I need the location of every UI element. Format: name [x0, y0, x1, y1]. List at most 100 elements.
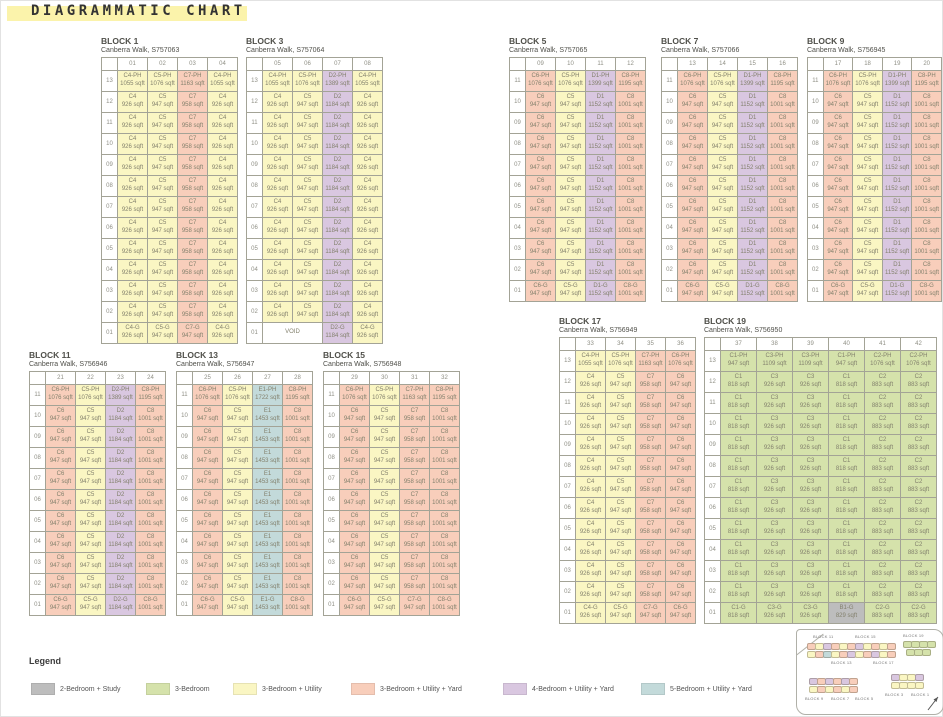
floor-number: 03 — [509, 237, 526, 260]
unit-cell: C7-G 947 sqft — [177, 321, 208, 344]
unit-size: 958 sqft — [639, 528, 662, 535]
floor-number: 09 — [509, 111, 526, 134]
unit-size: 958 sqft — [181, 227, 204, 234]
unit-cell: C8-G 1001 sqft — [911, 279, 942, 302]
unit-size: 926 sqft — [763, 507, 786, 514]
unit-size: 926 sqft — [121, 311, 144, 318]
unit-type: C5 — [303, 136, 312, 143]
corner-cell — [176, 370, 193, 385]
unit-cell: C3 926 sqft — [792, 538, 829, 561]
unit-size: 947 sqft — [609, 444, 632, 451]
unit-type: C4 — [218, 304, 227, 311]
unit-size: 947 sqft — [196, 562, 219, 569]
unit-cell: D2 1184 sqft — [105, 404, 136, 427]
unit-type: C7 — [188, 199, 197, 206]
unit-type: C4 — [273, 199, 282, 206]
unit-type: C4 — [363, 283, 372, 290]
unit-cell: C5 947 sqft — [555, 153, 586, 176]
unit-type: D1 — [748, 157, 757, 164]
unit-cell: C1 818 sqft — [828, 475, 865, 498]
unit-cell: C5-PH 1076 sqft — [369, 383, 400, 406]
unit-type: C8-G — [290, 597, 305, 604]
unit-size: 926 sqft — [266, 185, 289, 192]
path-element — [933, 697, 938, 702]
unit-type: D1 — [748, 94, 757, 101]
unit-size: 947 sqft — [79, 520, 102, 527]
unit-cell: C5 947 sqft — [605, 454, 636, 477]
unit-size: 947 sqft — [49, 520, 72, 527]
unit-type: C1 — [734, 584, 743, 591]
unit-cell: C4-PH 1055 sqft — [262, 69, 293, 92]
floor-row: 05 C6 947 sqft C5 947 sqft D1 1152 sqft C8 1001 … — [661, 195, 798, 218]
stack-number: 15 — [737, 56, 768, 71]
unit-cell: C2-G 883 sqft — [900, 601, 937, 624]
unit-type: C5 — [380, 492, 389, 499]
stack-number: 10 — [555, 56, 586, 71]
unit-type: C4 — [363, 199, 372, 206]
unit-type: C1 — [734, 521, 743, 528]
unit-cell: E1-G 1453 sqft — [252, 593, 283, 616]
unit-type: C5 — [616, 395, 625, 402]
unit-size: 1184 sqft — [325, 290, 350, 297]
floor-row: 07 C4 926 sqft C5 947 sqft D2 1184 sqft C4 926 s… — [246, 195, 383, 218]
unit-type: C4 — [218, 220, 227, 227]
unit-type: C5-G — [377, 597, 392, 604]
floor-number: 02 — [246, 300, 263, 323]
unit-type: C8 — [293, 429, 302, 436]
unit-type: C4 — [128, 178, 137, 185]
floor-number: 04 — [559, 538, 576, 561]
unit-cell: C7 958 sqft — [177, 132, 208, 155]
unit-size: 1399 sqft — [884, 80, 910, 87]
unit-cell: C5 947 sqft — [605, 412, 636, 435]
unit-size: 883 sqft — [871, 612, 894, 619]
unit-cell: C7 958 sqft — [635, 496, 666, 519]
floor-row: 09 C6 947 sqft C5 947 sqft D1 1152 sqft C8 1001 … — [661, 111, 798, 134]
unit-size: 947 sqft — [529, 290, 552, 297]
unit-size: 926 sqft — [356, 332, 379, 339]
unit-cell: C4 926 sqft — [262, 258, 293, 281]
unit-cell: C2 883 sqft — [864, 454, 901, 477]
floor-number: 02 — [176, 572, 193, 595]
unit-type: C7-G — [407, 597, 422, 604]
unit-type: B1-G — [839, 605, 854, 612]
unit-size: 947 sqft — [669, 465, 692, 472]
unit-table: 33 34 35 36 13 C4-PH 1055 sqft C5-PH 1076 sqft C7… — [559, 336, 696, 624]
unit-type: C4 — [363, 94, 372, 101]
unit-size: 926 sqft — [121, 122, 144, 129]
unit-type: D1-G — [745, 283, 760, 290]
unit-cell: C6-G 947 sqft — [665, 601, 696, 624]
unit-cell: C2-PH 1076 sqft — [864, 349, 901, 372]
unit-cell: C7 958 sqft — [635, 475, 666, 498]
unit-size: 1152 sqft — [884, 164, 910, 171]
unit-cell: C5 947 sqft — [147, 237, 178, 260]
unit-size: 947 sqft — [827, 143, 849, 150]
unit-size: 926 sqft — [121, 143, 144, 150]
floor-number: 13 — [704, 349, 721, 372]
unit-cell: C4 926 sqft — [262, 237, 293, 260]
unit-size: 947 sqft — [856, 143, 879, 150]
unit-size: 1055 sqft — [578, 360, 603, 367]
unit-type: C8 — [440, 471, 449, 478]
stack-number: 36 — [665, 336, 696, 351]
unit-size: 1001 sqft — [285, 562, 310, 569]
unit-type: C7-G — [185, 325, 200, 332]
unit-type: C5 — [303, 178, 312, 185]
unit-type: C6 — [350, 408, 359, 415]
unit-cell: D1 1152 sqft — [737, 216, 768, 239]
unit-type: C4 — [586, 479, 595, 486]
floor-number: 10 — [101, 132, 118, 155]
unit-cell: C7 958 sqft — [399, 530, 430, 553]
unit-size: 947 sqft — [609, 612, 632, 619]
unit-type: D1 — [748, 136, 757, 143]
unit-cell: C5 947 sqft — [75, 404, 106, 427]
unit-size: 1001 sqft — [770, 227, 795, 234]
unit-size: 947 sqft — [827, 227, 849, 234]
unit-cell: C4 926 sqft — [117, 153, 148, 176]
unit-type: C6 — [688, 241, 697, 248]
floor-number: 12 — [246, 90, 263, 113]
unit-size: 1152 sqft — [740, 185, 765, 192]
unit-cell: D1 1152 sqft — [585, 258, 616, 281]
unit-size: 1184 sqft — [108, 583, 133, 590]
floor-row: 08 C6 947 sqft C5 947 sqft C7 958 sqft C8 1001 s… — [323, 446, 460, 469]
unit-cell: B1-G 829 sqft — [828, 601, 865, 624]
